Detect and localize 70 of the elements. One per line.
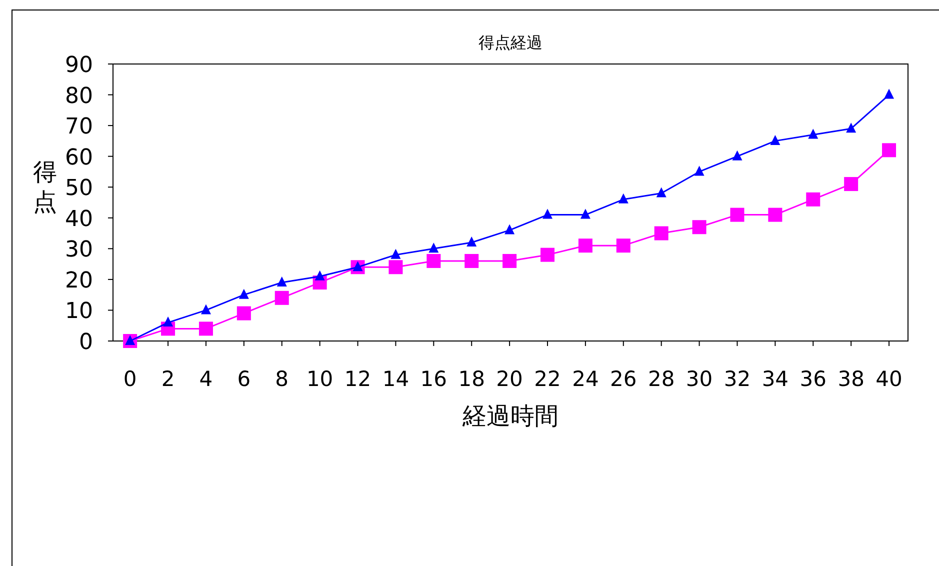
y-tick-label: 60 [65,145,93,170]
x-tick-label: 0 [123,367,137,391]
x-tick-label: 4 [199,367,213,391]
point [163,316,174,327]
point [542,208,552,219]
point [578,238,592,253]
point [198,322,213,336]
y-tick-label: 30 [65,238,93,263]
point [846,122,856,133]
point [238,288,249,299]
x-tick-label: 28 [648,367,675,391]
point [730,208,744,222]
point [654,226,668,240]
point [808,128,818,139]
x-tick-label: 12 [344,367,372,391]
y-tick-label: 10 [65,299,93,324]
x-tick-label: 10 [306,367,334,391]
x-tick-label: 40 [876,367,902,391]
y-tick-label: 80 [65,84,93,109]
point [426,254,441,268]
y-tick-label: 0 [79,330,93,355]
point [390,248,401,259]
point [882,143,896,158]
point [844,177,858,192]
point [466,236,477,247]
x-tick-label: 8 [275,367,289,391]
point [616,238,630,253]
point [884,88,894,99]
point [580,208,590,219]
point [236,306,251,320]
point [692,220,706,234]
point [768,208,782,222]
x-tick-label: 24 [572,367,599,391]
point [694,166,704,176]
point [388,260,403,274]
y-axis-title: 得点 [33,158,57,216]
x-tick-label: 38 [838,367,864,391]
x-tick-label: 6 [237,367,251,391]
x-tick-label: 30 [686,367,713,391]
x-tick-label: 20 [496,367,523,391]
point [656,187,666,198]
point [464,254,479,268]
point [314,270,325,280]
x-tick-label: 2 [161,367,175,391]
point [806,192,820,206]
y-tick-label: 70 [65,114,93,140]
point [200,304,211,314]
chart-title: 得点経過 [478,33,542,52]
point [770,134,780,145]
point [732,150,742,160]
x-tick-label: 36 [800,367,826,391]
point [618,193,628,204]
point [428,242,439,253]
x-tick-label: 14 [382,367,410,391]
y-tick-label: 40 [65,206,93,232]
x-tick-label: 18 [458,367,485,391]
point [502,254,517,268]
x-tick-label: 26 [610,367,637,391]
x-axis-title: 経過時間 [462,402,558,430]
y-tick-label: 20 [65,268,93,294]
x-tick-label: 34 [762,367,789,391]
y-tick-label: 50 [65,176,93,202]
point [540,248,554,262]
point [504,224,515,234]
x-tick-label: 16 [420,367,448,391]
point [276,276,287,287]
x-tick-label: 22 [534,367,561,391]
point [274,290,289,305]
y-tick-label: 90 [65,53,93,78]
x-tick-label: 32 [724,367,751,391]
